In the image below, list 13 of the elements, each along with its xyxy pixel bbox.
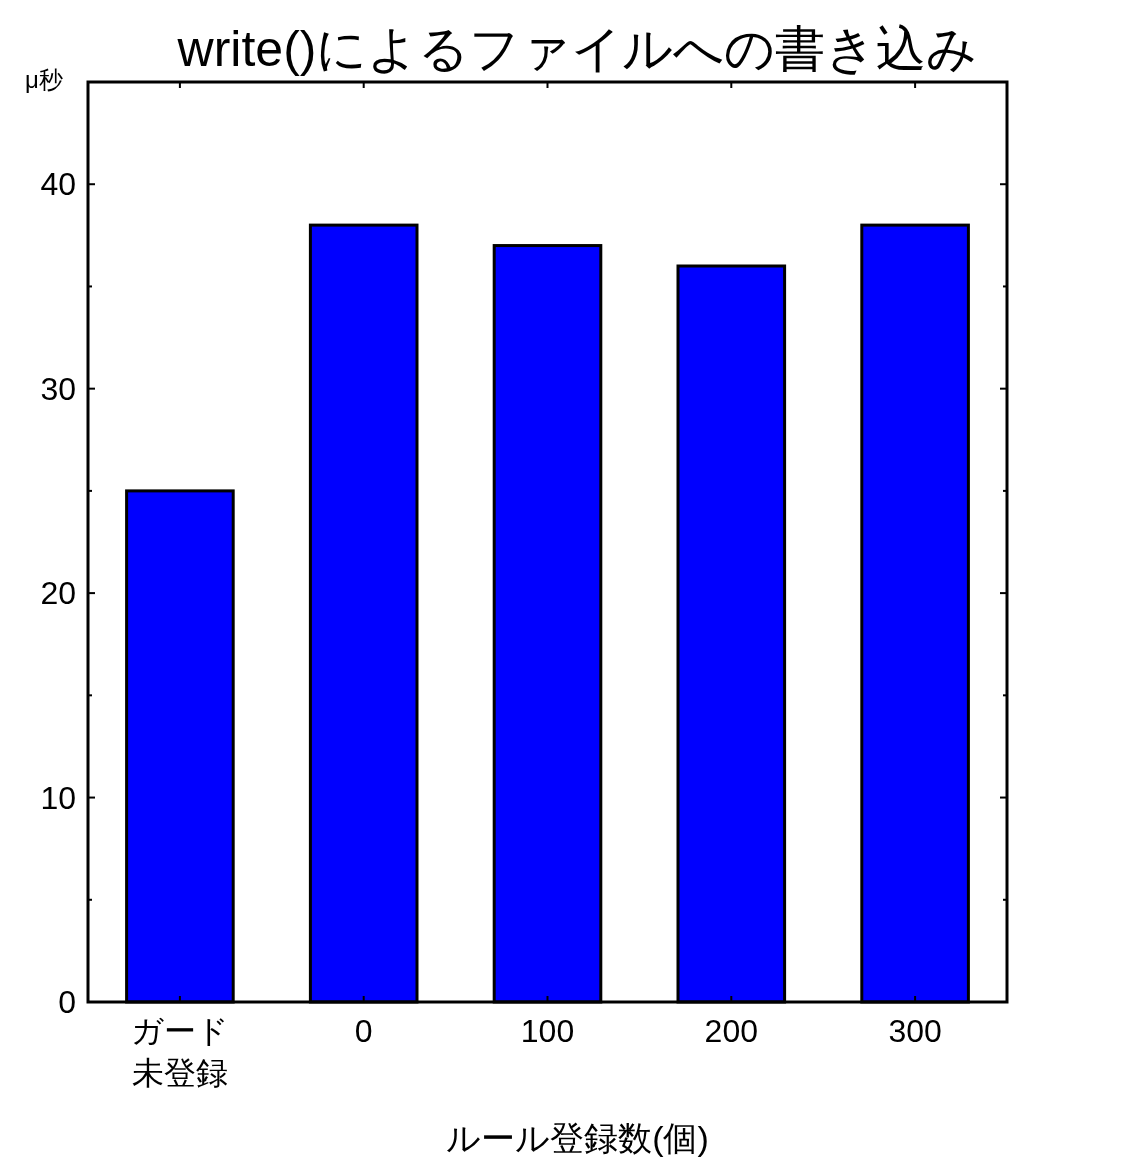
x-tick-label: ガード未登録: [130, 1013, 229, 1091]
y-tick-label: 20: [40, 575, 76, 612]
x-tick-label: 0: [354, 1013, 373, 1049]
y-tick-label: 40: [40, 166, 76, 203]
chart-title: write()によるファイルへの書き込み: [176, 21, 978, 77]
y-tick-label: 10: [40, 779, 76, 816]
y-tick-label: 30: [40, 370, 76, 407]
y-tick-label: 0: [58, 984, 76, 1020]
x-tick-label: 300: [888, 1013, 942, 1049]
x-tick-label: 100: [520, 1013, 575, 1049]
x-axis-title: ルール登録数(個): [446, 1119, 709, 1157]
x-tick-label: 200: [704, 1013, 758, 1049]
y-axis-title: μ秒: [25, 66, 63, 93]
